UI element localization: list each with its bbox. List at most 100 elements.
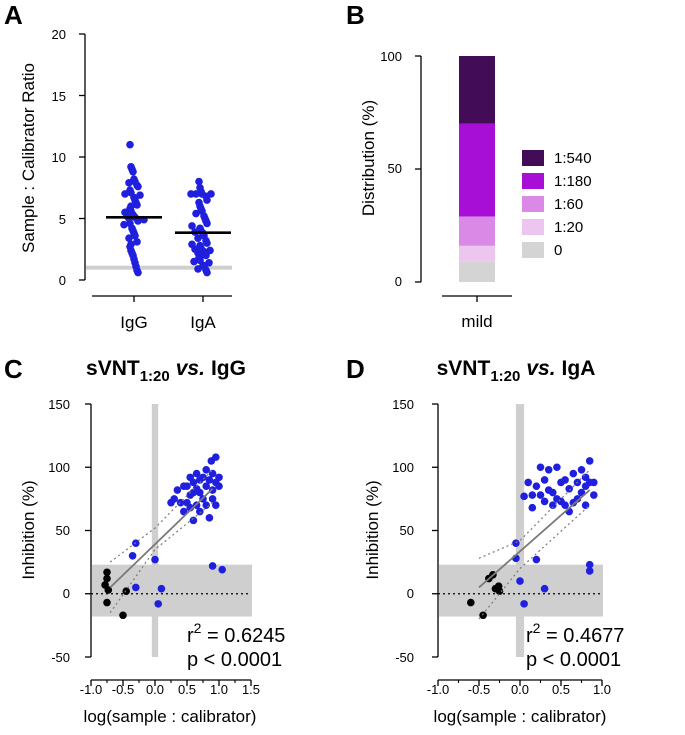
panel-d-letter: D — [346, 354, 365, 384]
panel-b: B 0 50 100 Distribution (%) mild 1:540 1… — [346, 0, 592, 331]
bar-segment-1-20 — [459, 245, 495, 262]
panel-d-title-antibody: IgA — [562, 357, 596, 380]
data-point-positive — [540, 584, 549, 593]
panel-a-plot — [79, 33, 232, 302]
data-point-positive — [215, 482, 223, 491]
data-point-igg — [134, 268, 142, 277]
data-point-positive — [132, 583, 140, 592]
panel-c-r2-sup: 2 — [194, 620, 202, 636]
panel-c: C sVNT1:20 vs. IgG -50 0 50 100 150 -1.0 -… — [4, 354, 285, 726]
data-point-positive — [218, 565, 226, 574]
panel-c-xtick: 0.5 — [178, 682, 196, 697]
data-point-positive — [189, 478, 198, 487]
data-point-positive — [157, 584, 166, 593]
confidence-band-lower — [109, 502, 213, 614]
data-point-positive — [208, 469, 217, 478]
panel-d-xtick: 0.5 — [552, 682, 570, 697]
panel-c-xtick: 0.0 — [146, 682, 164, 697]
data-point-negative — [103, 598, 111, 607]
panel-c-ytick: 0 — [63, 586, 70, 601]
shaded-y-band — [92, 564, 252, 617]
data-point-positive — [208, 486, 217, 494]
legend-swatch-1-180 — [522, 173, 544, 189]
panel-d-xtick: 1.0 — [593, 682, 611, 697]
panel-c-ytick: 100 — [48, 460, 70, 475]
data-point-igg — [134, 182, 142, 191]
data-point-iga — [203, 268, 211, 277]
regression-line — [478, 489, 591, 589]
panel-a-ylabel: Sample : Calibrator Ratio — [19, 63, 38, 253]
panel-d-xtick: -0.5 — [468, 682, 490, 697]
data-point-positive — [573, 495, 582, 503]
data-point-negative — [103, 574, 111, 583]
data-point-positive — [212, 453, 220, 461]
data-point-positive — [151, 555, 159, 564]
panel-c-r2-label: r — [187, 625, 194, 647]
panel-d-pvalue: p < 0.0001 — [526, 649, 621, 671]
data-point-positive — [212, 501, 220, 510]
data-point-positive — [540, 497, 549, 506]
data-point-positive — [516, 577, 524, 585]
data-point-negative — [119, 611, 127, 620]
data-point-positive — [196, 507, 204, 516]
panel-c-pvalue: p < 0.0001 — [187, 649, 282, 671]
panel-c-ytick: -50 — [51, 650, 70, 665]
data-point-positive — [180, 482, 188, 491]
panel-c-title: sVNT1:20 vs. IgG — [86, 357, 246, 385]
panel-c-ylabel: Inhibition (%) — [19, 480, 38, 579]
panel-a-ytick: 20 — [52, 27, 66, 42]
reference-line — [86, 265, 232, 270]
data-point-positive — [202, 501, 210, 510]
bar-segment-1-540 — [459, 56, 495, 124]
data-point-positive — [208, 495, 217, 503]
panel-c-letter: C — [4, 354, 23, 384]
data-point-igg — [125, 234, 133, 242]
data-point-igg — [133, 238, 141, 246]
panel-c-yticks: -50 0 50 100 150 — [48, 397, 70, 665]
data-point-positive — [585, 457, 594, 465]
panel-b-ytick: 100 — [380, 49, 402, 64]
panel-d-ytick: 150 — [392, 397, 414, 412]
data-point-igg — [136, 191, 144, 199]
data-point-positive — [536, 491, 545, 499]
data-point-positive — [553, 495, 561, 503]
data-point-positive — [528, 503, 537, 512]
confidence-band-lower — [478, 504, 591, 620]
panel-d-title-vs: vs. — [526, 357, 555, 380]
data-point-positive — [536, 463, 545, 472]
data-point-positive — [215, 473, 223, 482]
panel-d-r2-value: = 0.4677 — [540, 625, 624, 647]
data-point-positive — [581, 482, 590, 491]
panel-b-ylabel: Distribution (%) — [359, 100, 378, 216]
panel-d-ytick: 50 — [400, 523, 414, 538]
data-point-positive — [189, 488, 198, 497]
panel-d-ylabel: Inhibition (%) — [363, 480, 382, 579]
data-point-positive — [544, 486, 553, 494]
data-point-positive — [180, 507, 188, 516]
data-point-positive — [154, 600, 162, 608]
legend-swatch-1-540 — [522, 150, 544, 166]
data-point-positive — [549, 501, 557, 510]
legend-swatch-1-60 — [522, 196, 544, 212]
bar-segment-1-180 — [459, 123, 495, 217]
data-point-igg — [134, 217, 142, 225]
data-point-igg — [131, 231, 139, 240]
panel-d-r2: r2 = 0.4677 — [526, 620, 624, 647]
panel-b-xtick-mild: mild — [461, 312, 492, 331]
panel-b-ytick: 0 — [395, 274, 402, 289]
data-point-positive — [183, 498, 191, 507]
panel-c-xtick: -1.0 — [80, 682, 102, 697]
panel-a-yticks: 0 5 10 15 20 — [52, 27, 66, 288]
data-point-iga — [188, 222, 196, 230]
data-point-positive — [520, 600, 528, 608]
panel-a-letter: A — [4, 0, 23, 30]
panel-d-ytick: 0 — [407, 586, 414, 601]
panel-d-xtick: -1.0 — [427, 682, 449, 697]
panel-d-plot — [432, 403, 603, 686]
shaded-x-band — [151, 404, 159, 657]
data-point-iga — [203, 196, 211, 204]
panel-c-r2-value: = 0.6245 — [201, 625, 285, 647]
panel-d: D sVNT1:20 vs. IgA -50 0 50 100 150 -1.0 -… — [346, 354, 624, 726]
data-point-negative — [467, 598, 475, 607]
data-point-positive — [590, 491, 598, 499]
